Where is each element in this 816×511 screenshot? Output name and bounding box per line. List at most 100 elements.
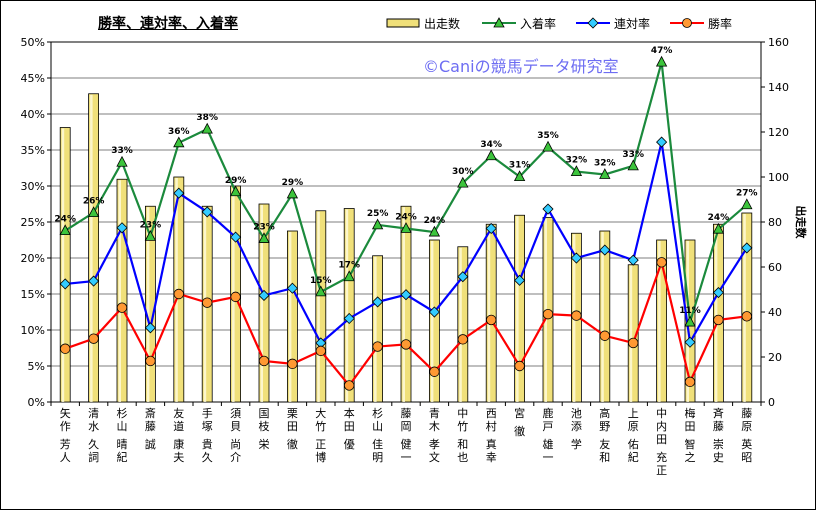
bar-starts — [514, 214, 525, 403]
x-category-char: 芳 — [60, 437, 71, 451]
data-label-place-rate: 33% — [111, 146, 133, 156]
point-win-rate — [400, 339, 412, 350]
x-category-label: 池添学 — [571, 407, 582, 451]
point-quinella-rate — [372, 296, 384, 308]
x-category-char: 須 — [230, 407, 241, 420]
x-category-char: 宮 — [514, 406, 525, 420]
right-axis-title: 出走数 — [794, 206, 808, 240]
x-category-char: 大 — [315, 406, 326, 420]
right-tick-label: 80 — [768, 216, 782, 229]
x-category-char: 塚 — [202, 420, 213, 433]
legend-triangle-swatch — [482, 17, 516, 28]
x-category-char: 清 — [88, 407, 99, 420]
point-quinella-rate — [712, 286, 724, 299]
data-label-place-rate: 30% — [452, 167, 474, 177]
x-category-char: 中 — [457, 407, 468, 420]
point-quinella-rate — [88, 275, 100, 287]
legend-label-starts: 出走数 — [424, 17, 461, 31]
point-quinella-rate — [599, 244, 611, 256]
x-category-char: 昭 — [741, 451, 752, 464]
x-category-char: 優 — [344, 438, 355, 451]
x-category-char: 雄 — [543, 437, 554, 451]
left-tick-label: 10% — [21, 324, 45, 337]
x-category-char: 明 — [372, 451, 383, 464]
point-place-rate — [655, 55, 668, 67]
bar-starts — [400, 205, 412, 403]
x-category-char: 中 — [656, 407, 667, 420]
data-label-place-rate: 23% — [140, 220, 162, 230]
point-place-rate — [712, 222, 725, 234]
point-place-rate — [542, 140, 554, 152]
data-label-place-rate: 24% — [54, 215, 76, 225]
bar-highlight — [402, 207, 405, 402]
x-category-char: 正 — [315, 438, 326, 451]
bar-highlight — [430, 241, 434, 402]
x-category-char: 池 — [571, 407, 582, 420]
x-category-char: 博 — [315, 451, 326, 464]
bar-starts — [116, 178, 128, 403]
x-category-char: 一 — [401, 451, 412, 464]
data-label-place-rate: 15% — [310, 276, 332, 286]
point-win-rate — [145, 355, 156, 367]
point-place-rate — [400, 222, 412, 233]
data-label-place-rate: 11% — [679, 306, 701, 316]
point-win-rate — [201, 297, 213, 308]
point-win-rate — [315, 345, 327, 357]
bar-highlight — [629, 265, 633, 402]
watermark: ©Caniの競馬データ研究室 — [423, 57, 619, 76]
bar-starts — [59, 127, 71, 403]
point-place-rate — [201, 122, 213, 134]
bar-starts — [741, 212, 753, 403]
left-tick-label: 45% — [21, 72, 45, 85]
x-category-char: 久 — [88, 438, 99, 451]
data-label-place-rate: 33% — [622, 150, 644, 160]
x-category-char: 斉 — [713, 406, 724, 420]
x-category-char: 孝 — [429, 438, 440, 451]
point-place-rate — [684, 315, 696, 327]
right-tick-label: 0 — [768, 396, 775, 409]
point-quinella-rate — [485, 222, 497, 235]
x-category-char: 之 — [685, 450, 696, 464]
bar-starts — [428, 239, 440, 403]
x-category-char: 高 — [599, 406, 610, 420]
bar-starts — [315, 210, 327, 403]
x-category-char: 山 — [372, 420, 383, 433]
right-tick-label: 20 — [768, 351, 782, 364]
point-place-rate — [315, 285, 327, 297]
x-category-char: 也 — [457, 451, 468, 464]
x-category-char: 水 — [88, 420, 99, 433]
x-category-char: 竹 — [315, 419, 326, 433]
x-category-label: 国枝栄 — [259, 407, 270, 451]
point-win-rate — [173, 288, 185, 300]
x-category-char: 戸 — [543, 420, 554, 433]
x-category-char: 尚 — [230, 437, 241, 451]
left-tick-label: 20% — [21, 252, 45, 265]
point-place-rate — [343, 270, 355, 282]
point-place-rate — [87, 206, 100, 218]
x-category-char: 崇 — [713, 438, 724, 451]
point-place-rate — [286, 187, 299, 199]
x-category-char: 原 — [741, 420, 752, 433]
x-category-char: 本 — [344, 406, 355, 420]
point-win-rate — [713, 314, 724, 326]
point-win-rate — [258, 355, 270, 367]
left-tick-label: 15% — [21, 288, 45, 301]
point-place-rate — [116, 155, 128, 167]
x-category-char: 和 — [457, 438, 468, 451]
x-category-char: 藤 — [741, 407, 752, 420]
bar-highlight — [260, 205, 263, 402]
point-place-rate — [59, 224, 71, 236]
x-category-char: 西 — [486, 407, 497, 420]
point-place-rate — [428, 225, 441, 237]
bar-highlight — [146, 207, 150, 402]
left-tick-label: 5% — [28, 360, 45, 373]
x-category-char: 貝 — [230, 420, 241, 433]
